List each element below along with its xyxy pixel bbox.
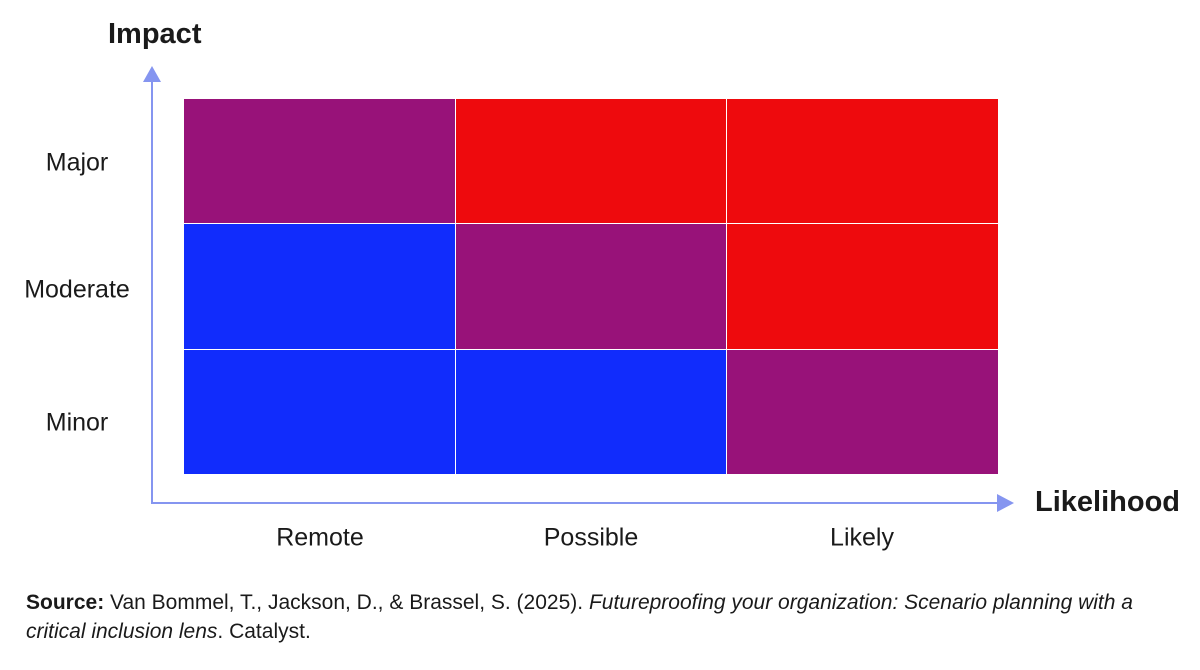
source-label: Source: [26, 591, 105, 614]
risk-cell-minor-possible [455, 349, 727, 474]
risk-cell-major-likely [727, 99, 998, 224]
source-citation: Source: Van Bommel, T., Jackson, D., & B… [26, 588, 1176, 646]
y-axis-arrow [143, 66, 161, 82]
x-axis-title: Likelihood [1035, 486, 1180, 518]
col-label-likely: Likely [830, 523, 894, 552]
risk-matrix-grid [184, 99, 998, 474]
col-label-remote: Remote [276, 523, 364, 552]
risk-cell-minor-likely [727, 349, 998, 474]
row-label-moderate: Moderate [24, 275, 130, 304]
risk-cell-minor-remote [184, 349, 455, 474]
row-label-major: Major [45, 148, 109, 177]
risk-cell-major-possible [455, 99, 727, 224]
row-label-minor: Minor [45, 408, 109, 437]
risk-cell-moderate-possible [455, 224, 727, 349]
y-axis-title: Impact [108, 18, 202, 50]
x-axis-arrow [997, 494, 1014, 512]
source-authors: Van Bommel, T., Jackson, D., & Brassel, … [104, 591, 589, 614]
risk-cell-moderate-remote [184, 224, 455, 349]
risk-cell-major-remote [184, 99, 455, 224]
col-label-possible: Possible [543, 523, 639, 552]
source-publisher: . Catalyst. [217, 620, 311, 643]
risk-cell-moderate-likely [727, 224, 998, 349]
source-title: Futureproofing your organization: Scenar… [26, 591, 1133, 643]
